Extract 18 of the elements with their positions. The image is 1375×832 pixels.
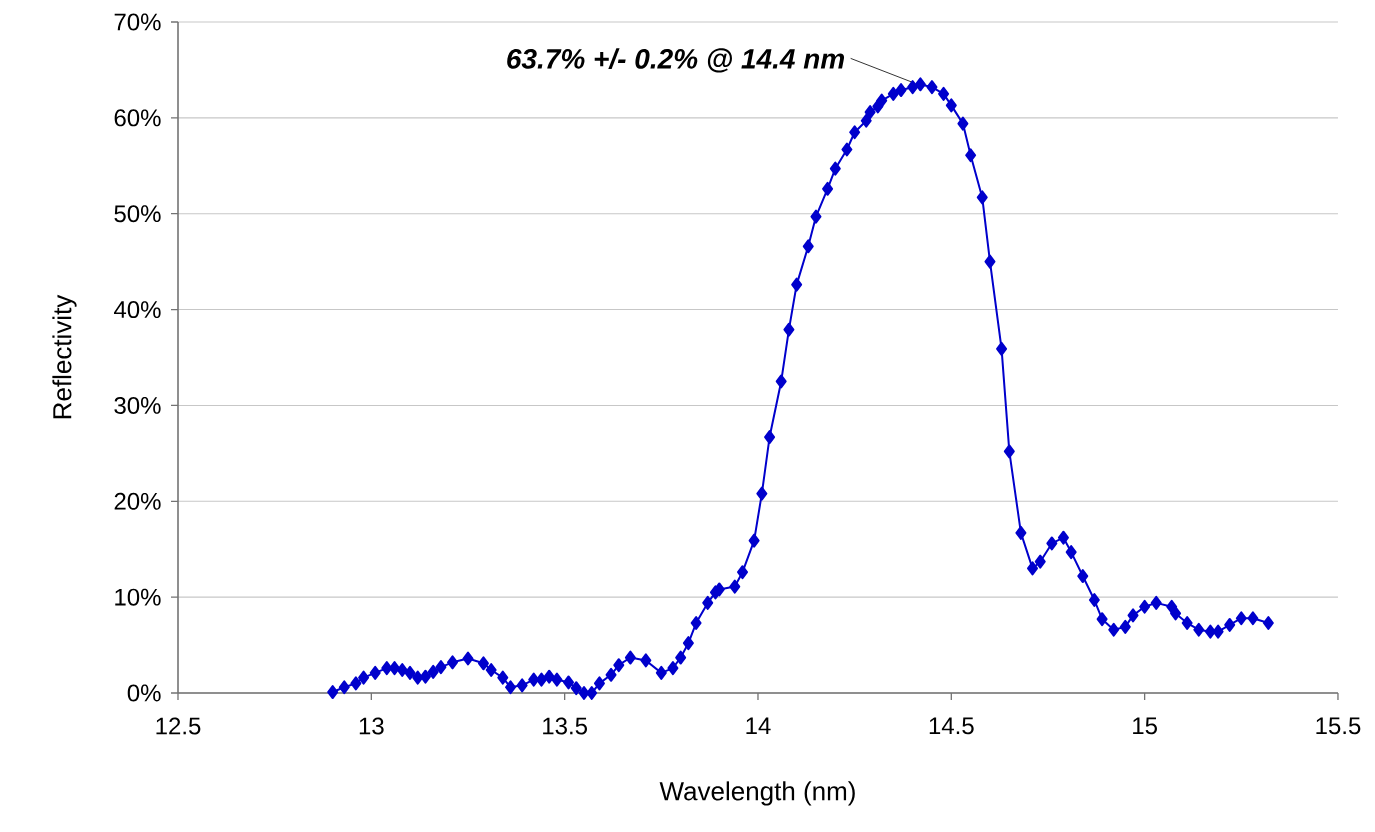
y-tick-label: 0% — [127, 684, 161, 702]
x-tick-label: 13.5 — [543, 717, 587, 735]
y-tick-label: 10% — [115, 588, 161, 606]
x-tick-label: 14.5 — [929, 717, 974, 735]
y-tick-label: 70% — [114, 13, 161, 31]
y-tick-label: 30% — [114, 396, 161, 414]
x-tick-label: 14 — [746, 717, 771, 735]
y-axis-title: Reflectivity — [52, 294, 77, 419]
annotation: 63.7% +/- 0.2% @ 14.4 nm — [507, 48, 845, 73]
x-tick-label: 15.5 — [1316, 717, 1361, 735]
y-tick-label: 40% — [113, 301, 161, 319]
x-tick-label: 15 — [1133, 717, 1157, 735]
y-tick-label: 60% — [114, 109, 161, 127]
x-tick-label: 12.5 — [156, 717, 201, 735]
y-tick-label: 50% — [114, 205, 161, 223]
x-tick-label: 13 — [359, 717, 384, 735]
y-tick-label: 20% — [114, 492, 161, 510]
x-axis-title: Wavelength (nm) — [659, 781, 855, 806]
